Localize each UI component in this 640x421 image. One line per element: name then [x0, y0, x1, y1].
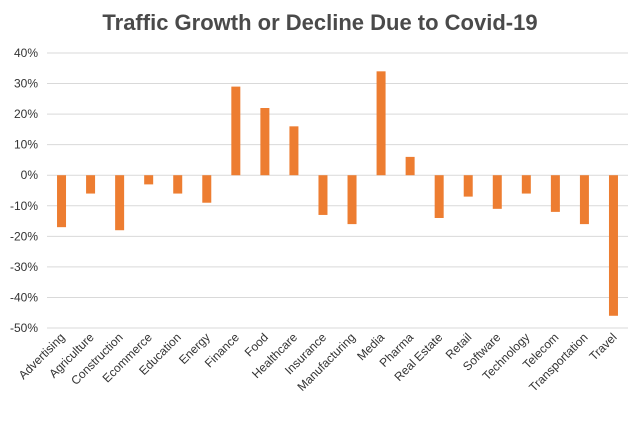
y-tick-label: 30%	[14, 77, 38, 91]
bar-agriculture	[86, 175, 96, 194]
y-tick-label: -40%	[10, 290, 38, 304]
bar-telecom	[550, 175, 560, 212]
bar-food	[260, 108, 270, 176]
x-tick-label: Travel	[586, 330, 619, 363]
bar-retail	[463, 175, 473, 197]
y-tick-label: 0%	[21, 168, 39, 182]
y-tick-label: -50%	[10, 321, 38, 335]
bar-education	[173, 175, 183, 194]
grid-layer	[47, 52, 628, 329]
bar-manufacturing	[347, 175, 357, 225]
bar-media	[376, 71, 386, 176]
bar-insurance	[318, 175, 328, 215]
bar-finance	[231, 86, 241, 176]
chart-title: Traffic Growth or Decline Due to Covid-1…	[102, 10, 538, 35]
bar-advertising	[57, 175, 67, 228]
x-axis-labels: AdvertisingAgricultureConstructionEcomme…	[16, 330, 620, 395]
y-tick-label: -20%	[10, 229, 38, 243]
bar-construction	[115, 175, 125, 231]
bar-software	[492, 175, 502, 209]
y-tick-label: -10%	[10, 199, 38, 213]
bar-travel	[608, 175, 618, 316]
bars	[57, 71, 618, 316]
bar-real-estate	[434, 175, 444, 218]
bar-transportation	[579, 175, 589, 225]
y-axis-ticks: 40% 30% 20% 10% 0% -10% -20% -30% -40% -50%	[10, 46, 38, 335]
y-tick-label: 10%	[14, 138, 38, 152]
bar-energy	[202, 175, 212, 203]
y-tick-label: -30%	[10, 260, 38, 274]
bar-healthcare	[289, 126, 299, 176]
y-tick-label: 40%	[14, 46, 38, 60]
bar-technology	[521, 175, 531, 194]
bar-ecommerce	[144, 175, 154, 185]
y-tick-label: 20%	[14, 107, 38, 121]
bar-pharma	[405, 156, 415, 176]
